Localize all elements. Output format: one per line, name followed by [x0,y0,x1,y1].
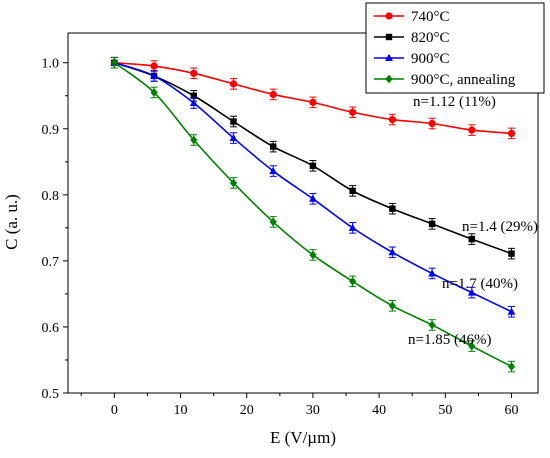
data-point [388,301,396,311]
data-point [309,98,317,106]
y-tick-label: 0.9 [42,123,60,138]
data-point [349,276,357,286]
data-point [388,248,397,256]
annotation-label: n=1.7 (40%) [442,276,518,292]
data-point [229,178,238,188]
data-point [309,162,317,169]
annotation-label: n=1.85 (46%) [408,332,491,348]
annotation-label: n=1.4 (29%) [462,219,538,235]
x-axis-label: E (V/µm) [270,428,336,447]
data-point [269,166,278,175]
series-4 [110,56,516,373]
data-point [507,307,516,315]
data-point [190,135,198,145]
legend-marker [385,53,393,61]
data-point [507,129,516,138]
legend-marker [385,74,393,84]
data-point [230,118,237,125]
data-point [468,235,476,243]
data-point [190,69,198,77]
data-point [428,320,436,330]
legend-label: 820°C [411,30,450,46]
data-point [270,143,277,150]
data-point [110,58,118,68]
data-point [150,88,158,97]
data-point [507,362,516,371]
data-point [428,220,436,228]
x-tick-label: 0 [111,403,118,418]
legend-label: 740°C [411,9,450,25]
x-tick-label: 20 [240,403,254,418]
y-tick-label: 0.8 [42,189,60,204]
legend-item: 820°C [374,30,450,46]
data-point [309,194,317,202]
data-point [428,119,436,128]
x-tick-label: 60 [505,403,519,418]
legend-label: 900°C [411,51,450,67]
legend-label: 900°C, annealing [411,72,516,88]
data-point [468,341,476,351]
y-tick-label: 0.6 [42,321,60,336]
data-point [389,205,396,212]
data-point [189,98,198,107]
legend-marker [385,12,393,20]
data-point [309,250,317,260]
legend-item: 900°C [374,51,450,67]
y-tick-label: 0.7 [42,255,60,270]
data-point [349,187,356,195]
data-point [150,62,158,70]
legend-box [365,2,545,94]
y-tick-label: 0.5 [42,387,60,402]
data-point [269,217,277,227]
legend: 740°C 820°C 900°C 900°C, annealing [365,2,545,94]
data-point [388,115,396,124]
data-point [190,92,197,99]
data-point [468,126,476,134]
data-point [229,80,238,88]
data-point [467,288,476,296]
y-tick-label: 1.0 [42,57,60,72]
x-tick-label: 30 [306,403,320,418]
annotation-label: n=1.12 (11%) [413,94,496,110]
data-point [229,133,238,142]
legend-item: 900°C, annealing [374,72,516,88]
data-point [348,223,357,231]
data-point [349,108,357,116]
legend-marker [385,33,393,41]
data-point [269,90,277,99]
legend-item: 740°C [374,9,450,25]
x-tick-label: 10 [174,403,188,418]
data-point [508,250,515,257]
data-point [428,269,436,277]
x-tick-label: 40 [372,403,386,418]
x-tick-label: 50 [438,403,452,418]
y-axis-label: C (a. u.) [2,194,21,250]
plot-frame [67,32,539,394]
data-point [150,71,158,79]
